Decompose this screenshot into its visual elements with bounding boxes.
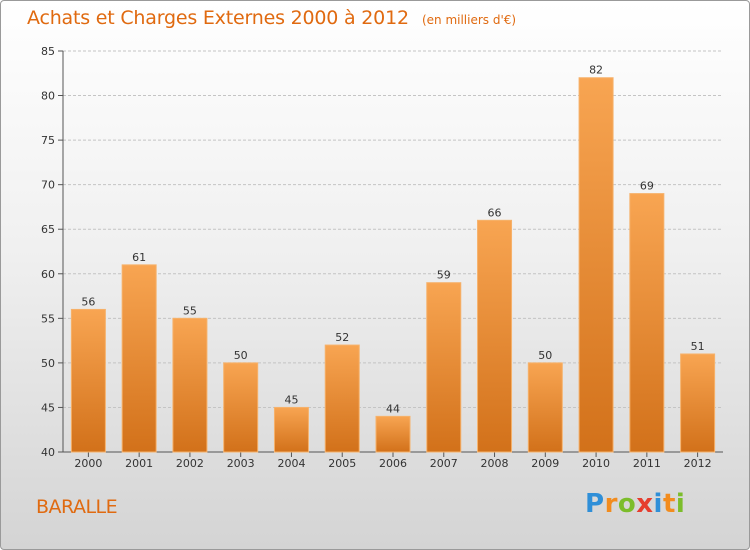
- y-tick-label: 65: [41, 223, 55, 236]
- x-tick-label-2005: 2005: [328, 457, 356, 470]
- logo-letter: x: [636, 489, 654, 519]
- data-label-2006: 44: [386, 402, 400, 415]
- x-tick-label-2006: 2006: [379, 457, 407, 470]
- x-tick-label-2008: 2008: [481, 457, 509, 470]
- proxiti-logo[interactable]: Proxiti: [585, 489, 685, 519]
- x-tick-label-2002: 2002: [176, 457, 204, 470]
- data-label-2002: 55: [183, 304, 197, 317]
- y-tick-label: 60: [41, 268, 55, 281]
- chart-title: Achats et Charges Externes 2000 à 2012: [27, 7, 409, 29]
- commune-name: BARALLE: [36, 496, 118, 518]
- chart-subtitle: (en milliers d'€): [421, 13, 517, 27]
- data-label-2005: 52: [335, 331, 349, 344]
- logo-letter: P: [585, 489, 605, 519]
- logo-letter: o: [617, 489, 637, 519]
- bar-2010[interactable]: [578, 77, 614, 453]
- logo-letter: i: [653, 489, 663, 519]
- x-tick-label-2012: 2012: [684, 457, 712, 470]
- data-label-2008: 66: [488, 206, 502, 219]
- y-tick-label: 70: [41, 179, 55, 192]
- x-tick-label-2001: 2001: [125, 457, 153, 470]
- bar-2006[interactable]: [375, 415, 411, 453]
- axes: [58, 50, 723, 457]
- data-label-2004: 45: [284, 393, 298, 406]
- data-label-2000: 56: [81, 295, 95, 308]
- bar-2002[interactable]: [172, 317, 208, 453]
- title-row: Achats et Charges Externes 2000 à 2012 (…: [27, 7, 516, 29]
- bar-2011[interactable]: [629, 193, 665, 453]
- y-tick-label: 75: [41, 134, 55, 147]
- gridlines: [63, 50, 723, 408]
- logo-letter: r: [604, 489, 618, 519]
- y-tick-label: 50: [41, 357, 55, 370]
- x-tick-label-2007: 2007: [430, 457, 458, 470]
- bar-2001[interactable]: [121, 264, 157, 453]
- bar-2003[interactable]: [223, 362, 259, 453]
- y-tick-label: 55: [41, 312, 55, 325]
- logo-letter: t: [662, 489, 676, 519]
- bar-2005[interactable]: [324, 344, 360, 453]
- x-tick-label-2003: 2003: [227, 457, 255, 470]
- bar-2004[interactable]: [273, 406, 309, 453]
- data-label-2011: 69: [640, 180, 654, 193]
- data-label-2009: 50: [538, 349, 552, 362]
- x-tick-label-2010: 2010: [582, 457, 610, 470]
- x-tick-label-2004: 2004: [277, 457, 305, 470]
- bar-2000[interactable]: [70, 308, 106, 453]
- bars: [70, 77, 716, 453]
- data-label-2010: 82: [589, 64, 603, 77]
- labels: 40 45 50 55 60 65 70 75 80 85 56 2000 61 2001 55 2002 50…: [41, 45, 712, 470]
- y-tick-label: 45: [41, 401, 55, 414]
- bar-2009[interactable]: [527, 362, 563, 453]
- data-label-2012: 51: [691, 340, 705, 353]
- data-label-2003: 50: [234, 349, 248, 362]
- x-tick-label-2011: 2011: [633, 457, 661, 470]
- data-label-2001: 61: [132, 251, 146, 264]
- data-label-2007: 59: [437, 269, 451, 282]
- bar-2007[interactable]: [426, 282, 462, 453]
- x-tick-label-2000: 2000: [74, 457, 102, 470]
- y-tick-label: 85: [41, 45, 55, 58]
- y-tick-label: 80: [41, 90, 55, 103]
- bar-2008[interactable]: [477, 219, 513, 453]
- logo-letter: i: [675, 489, 686, 519]
- bar-2012[interactable]: [680, 353, 716, 453]
- y-tick-label: 40: [41, 446, 55, 459]
- x-tick-label-2009: 2009: [531, 457, 559, 470]
